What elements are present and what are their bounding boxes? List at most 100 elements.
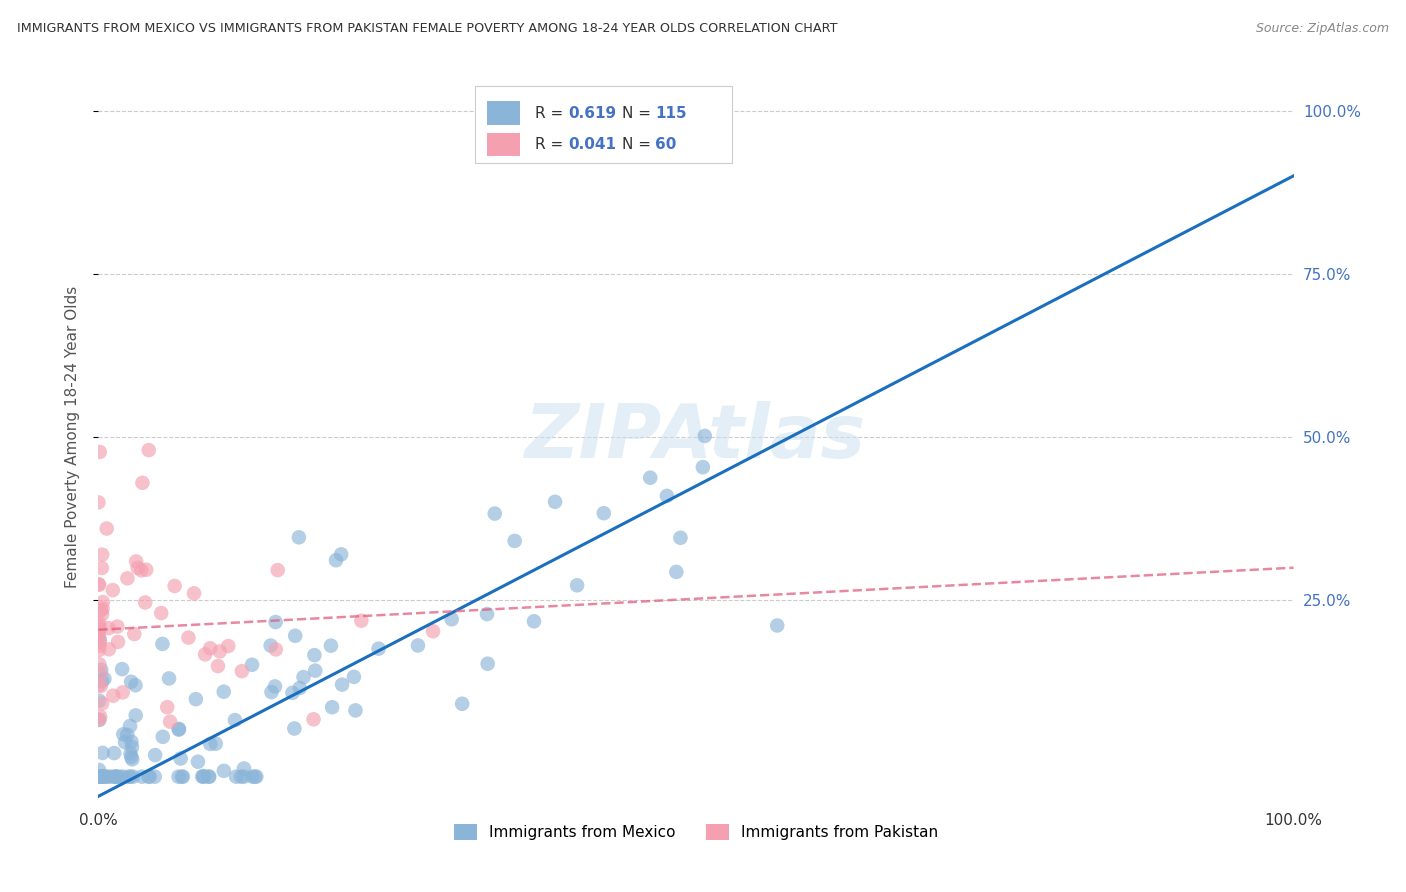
Point — [89, 694, 111, 708]
Point — [87, 629, 110, 643]
Point — [112, 770, 135, 784]
Point — [87, 763, 110, 777]
Point — [344, 703, 367, 717]
Point — [231, 664, 253, 678]
Point — [350, 614, 373, 628]
Point — [89, 713, 111, 727]
Point — [242, 770, 264, 784]
Point — [212, 764, 235, 778]
Point — [193, 770, 215, 784]
Point — [120, 734, 142, 748]
Point — [91, 673, 114, 688]
Point — [200, 737, 222, 751]
Point — [169, 751, 191, 765]
Point — [212, 684, 235, 698]
Point — [475, 607, 498, 621]
Point — [90, 561, 112, 575]
Point — [90, 770, 112, 784]
Point — [167, 723, 190, 737]
Point — [131, 563, 153, 577]
Point — [115, 728, 138, 742]
Point — [105, 619, 128, 633]
Text: R =: R = — [534, 137, 568, 152]
Bar — [486, 102, 520, 125]
Point — [114, 735, 136, 749]
Point — [229, 770, 252, 784]
Point — [319, 639, 342, 653]
Point — [87, 713, 110, 727]
Point — [156, 700, 179, 714]
Point — [233, 770, 256, 784]
Point — [484, 507, 506, 521]
Point — [692, 460, 714, 475]
Point — [665, 565, 688, 579]
Point — [198, 770, 221, 784]
Point — [284, 629, 307, 643]
Point — [125, 554, 148, 568]
Point — [544, 495, 567, 509]
Text: 0.041: 0.041 — [568, 137, 616, 152]
FancyBboxPatch shape — [475, 86, 733, 163]
Point — [267, 563, 290, 577]
Point — [152, 637, 174, 651]
Point — [638, 471, 661, 485]
Point — [124, 678, 146, 692]
Point — [100, 770, 122, 784]
Point — [89, 639, 111, 653]
Point — [87, 770, 110, 784]
Point — [120, 750, 142, 764]
Point — [91, 770, 114, 784]
Point — [207, 659, 229, 673]
Point — [592, 506, 614, 520]
Point — [91, 746, 114, 760]
Point — [135, 563, 157, 577]
Point — [103, 689, 125, 703]
Point — [766, 618, 789, 632]
Point — [143, 770, 166, 784]
Point — [93, 672, 115, 686]
Point — [118, 770, 141, 784]
Point — [240, 657, 263, 672]
Point — [87, 495, 110, 509]
Point — [245, 770, 267, 784]
Point — [112, 727, 135, 741]
Point — [193, 769, 215, 783]
Point — [87, 577, 110, 591]
Point — [281, 686, 304, 700]
Point — [90, 663, 112, 677]
Point — [103, 746, 125, 760]
Point — [167, 722, 190, 736]
Point — [367, 641, 389, 656]
Point — [157, 672, 180, 686]
Point — [90, 603, 112, 617]
Point — [87, 626, 110, 640]
Y-axis label: Female Poverty Among 18-24 Year Olds: Female Poverty Among 18-24 Year Olds — [65, 286, 80, 588]
Point — [105, 770, 128, 784]
Point — [97, 770, 120, 784]
Point — [172, 770, 194, 784]
Point — [87, 643, 110, 657]
Point — [89, 616, 111, 631]
Point — [87, 623, 110, 637]
Point — [97, 642, 120, 657]
Point — [197, 770, 219, 784]
Point — [330, 547, 353, 561]
Point — [131, 475, 153, 490]
Point — [159, 714, 181, 729]
Point — [264, 642, 287, 657]
Point — [152, 730, 174, 744]
Point — [117, 571, 139, 585]
Point — [131, 770, 153, 784]
Point — [97, 621, 120, 635]
Point — [143, 748, 166, 763]
Point — [89, 622, 111, 636]
Point — [90, 679, 112, 693]
Point — [120, 674, 142, 689]
Point — [104, 770, 127, 784]
Point — [125, 708, 148, 723]
Point — [260, 685, 283, 699]
Point — [325, 553, 347, 567]
Point — [89, 770, 111, 784]
Point — [111, 662, 134, 676]
Point — [91, 770, 114, 784]
